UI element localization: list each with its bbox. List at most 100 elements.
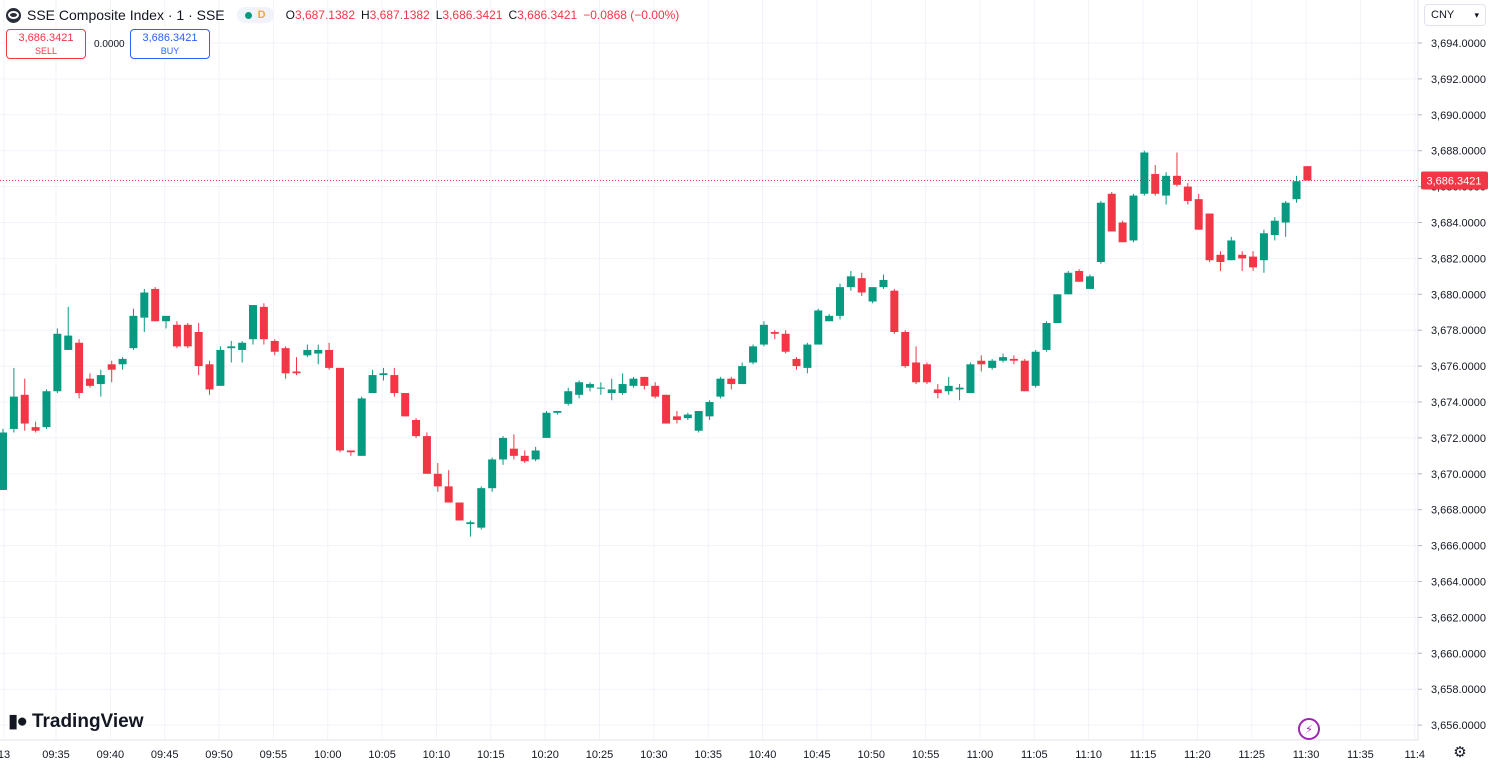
- candle-body: [499, 437, 508, 460]
- candle-body: [955, 387, 964, 390]
- candle-body: [988, 360, 997, 368]
- candle-body: [151, 288, 160, 322]
- candle-body: [901, 331, 910, 367]
- candle-body: [846, 276, 855, 288]
- candle-body: [585, 384, 594, 388]
- candle-body: [303, 349, 312, 356]
- gear-icon[interactable]: ⚙: [1453, 744, 1467, 761]
- symbol-logo-icon: [6, 7, 21, 23]
- candle-body: [1096, 202, 1105, 262]
- candle-body: [564, 391, 573, 404]
- candle-body: [1086, 276, 1094, 289]
- candle-body: [749, 346, 758, 363]
- candle-body: [890, 290, 899, 332]
- currency-select[interactable]: CNY ▾: [1424, 4, 1486, 26]
- candle-body: [216, 349, 225, 386]
- y-tick-label: 3,668.0000: [1431, 505, 1486, 517]
- buy-button[interactable]: 3,686.3421 BUY: [130, 29, 210, 59]
- candle-body: [835, 287, 844, 316]
- candle-body: [966, 364, 975, 394]
- candle-body: [238, 342, 247, 350]
- y-tick-label: 3,684.0000: [1431, 218, 1486, 230]
- candle-body: [683, 414, 692, 419]
- currency-label: CNY: [1431, 9, 1455, 21]
- candle-body: [1216, 254, 1225, 262]
- candle-body: [933, 389, 942, 394]
- sell-label: SELL: [34, 46, 58, 56]
- candle-body: [477, 488, 486, 528]
- spread-value: 0.0000: [94, 39, 125, 50]
- candle-body: [912, 362, 921, 383]
- candle-body: [194, 331, 203, 367]
- symbol-legend[interactable]: SSE Composite Index · 1 · SSE D O3,687.1…: [6, 5, 679, 25]
- candle-body: [640, 376, 649, 386]
- tradingview-logo[interactable]: ▮● TradingView: [8, 710, 144, 733]
- y-tick-label: 3,676.0000: [1431, 361, 1486, 373]
- candle-body: [738, 366, 747, 385]
- chevron-down-icon: ▾: [1474, 9, 1479, 20]
- candle-body: [172, 324, 181, 347]
- candle-body: [1118, 222, 1127, 243]
- y-tick-label: 3,672.0000: [1431, 433, 1486, 445]
- y-tick-label: 3,674.0000: [1431, 397, 1486, 409]
- candle-body: [1292, 181, 1301, 200]
- candle-body: [227, 346, 236, 349]
- x-tick-label: 10:40: [749, 749, 777, 761]
- candle-body: [183, 324, 192, 347]
- candle-body: [1151, 174, 1160, 194]
- candle-body: [553, 410, 562, 413]
- candle-body: [1009, 358, 1018, 361]
- x-tick-label: 09:35: [42, 749, 70, 761]
- buy-label: BUY: [160, 46, 180, 56]
- x-tick-label: 10:05: [368, 749, 396, 761]
- candle-body: [1064, 272, 1073, 295]
- candle-body: [1031, 351, 1040, 386]
- x-tick-label: 10:15: [477, 749, 505, 761]
- x-tick-label: 09:50: [205, 749, 233, 761]
- ohlc-values: O3,687.1382 H3,687.1382 L3,686.3421 C3,6…: [286, 8, 680, 22]
- x-tick-label: 09:55: [260, 749, 288, 761]
- candle-body: [96, 375, 105, 385]
- candle-body: [53, 333, 62, 392]
- candle-body: [999, 357, 1008, 361]
- x-tick-label: 11:15: [1130, 749, 1157, 761]
- candle-body: [1194, 199, 1203, 230]
- y-tick-label: 3,678.0000: [1431, 325, 1486, 337]
- candle-body: [629, 378, 638, 386]
- candle-body: [727, 378, 736, 385]
- candle-body: [716, 378, 725, 397]
- x-tick-label: 10:10: [423, 749, 451, 761]
- bolt-icon[interactable]: ⚡: [1298, 718, 1320, 740]
- symbol-title[interactable]: SSE Composite Index · 1 · SSE: [27, 7, 225, 23]
- y-tick-label: 3,694.0000: [1431, 38, 1486, 50]
- x-tick-label: 10:35: [694, 749, 722, 761]
- candle-body: [1172, 175, 1181, 185]
- status-pill[interactable]: D: [236, 7, 274, 23]
- candle-body: [792, 358, 801, 367]
- candle-body: [607, 389, 616, 394]
- candle-body: [444, 486, 453, 503]
- candle-body: [825, 315, 834, 322]
- x-tick-label: 11:35: [1347, 749, 1374, 761]
- x-tick-label: 13: [0, 749, 10, 761]
- x-tick-label: 10:50: [857, 749, 885, 761]
- sell-button[interactable]: 3,686.3421 SELL: [6, 29, 86, 59]
- candle-body: [759, 324, 768, 345]
- data-badge: D: [257, 9, 266, 21]
- y-tick-label: 3,664.0000: [1431, 577, 1486, 589]
- x-tick-label: 10:30: [640, 749, 668, 761]
- candle-body: [75, 342, 84, 394]
- candle-body: [9, 396, 18, 429]
- candle-body: [542, 412, 551, 438]
- candle-body: [868, 287, 877, 302]
- y-tick-label: 3,680.0000: [1431, 289, 1486, 301]
- candle-body: [1281, 202, 1290, 223]
- candle-body: [346, 450, 355, 453]
- close-value: 3,686.3421: [517, 8, 578, 22]
- candle-body: [1205, 213, 1214, 261]
- candle-body: [1259, 233, 1268, 261]
- candle-body: [259, 306, 268, 340]
- candle-body: [1107, 193, 1116, 232]
- candle-body: [781, 333, 790, 352]
